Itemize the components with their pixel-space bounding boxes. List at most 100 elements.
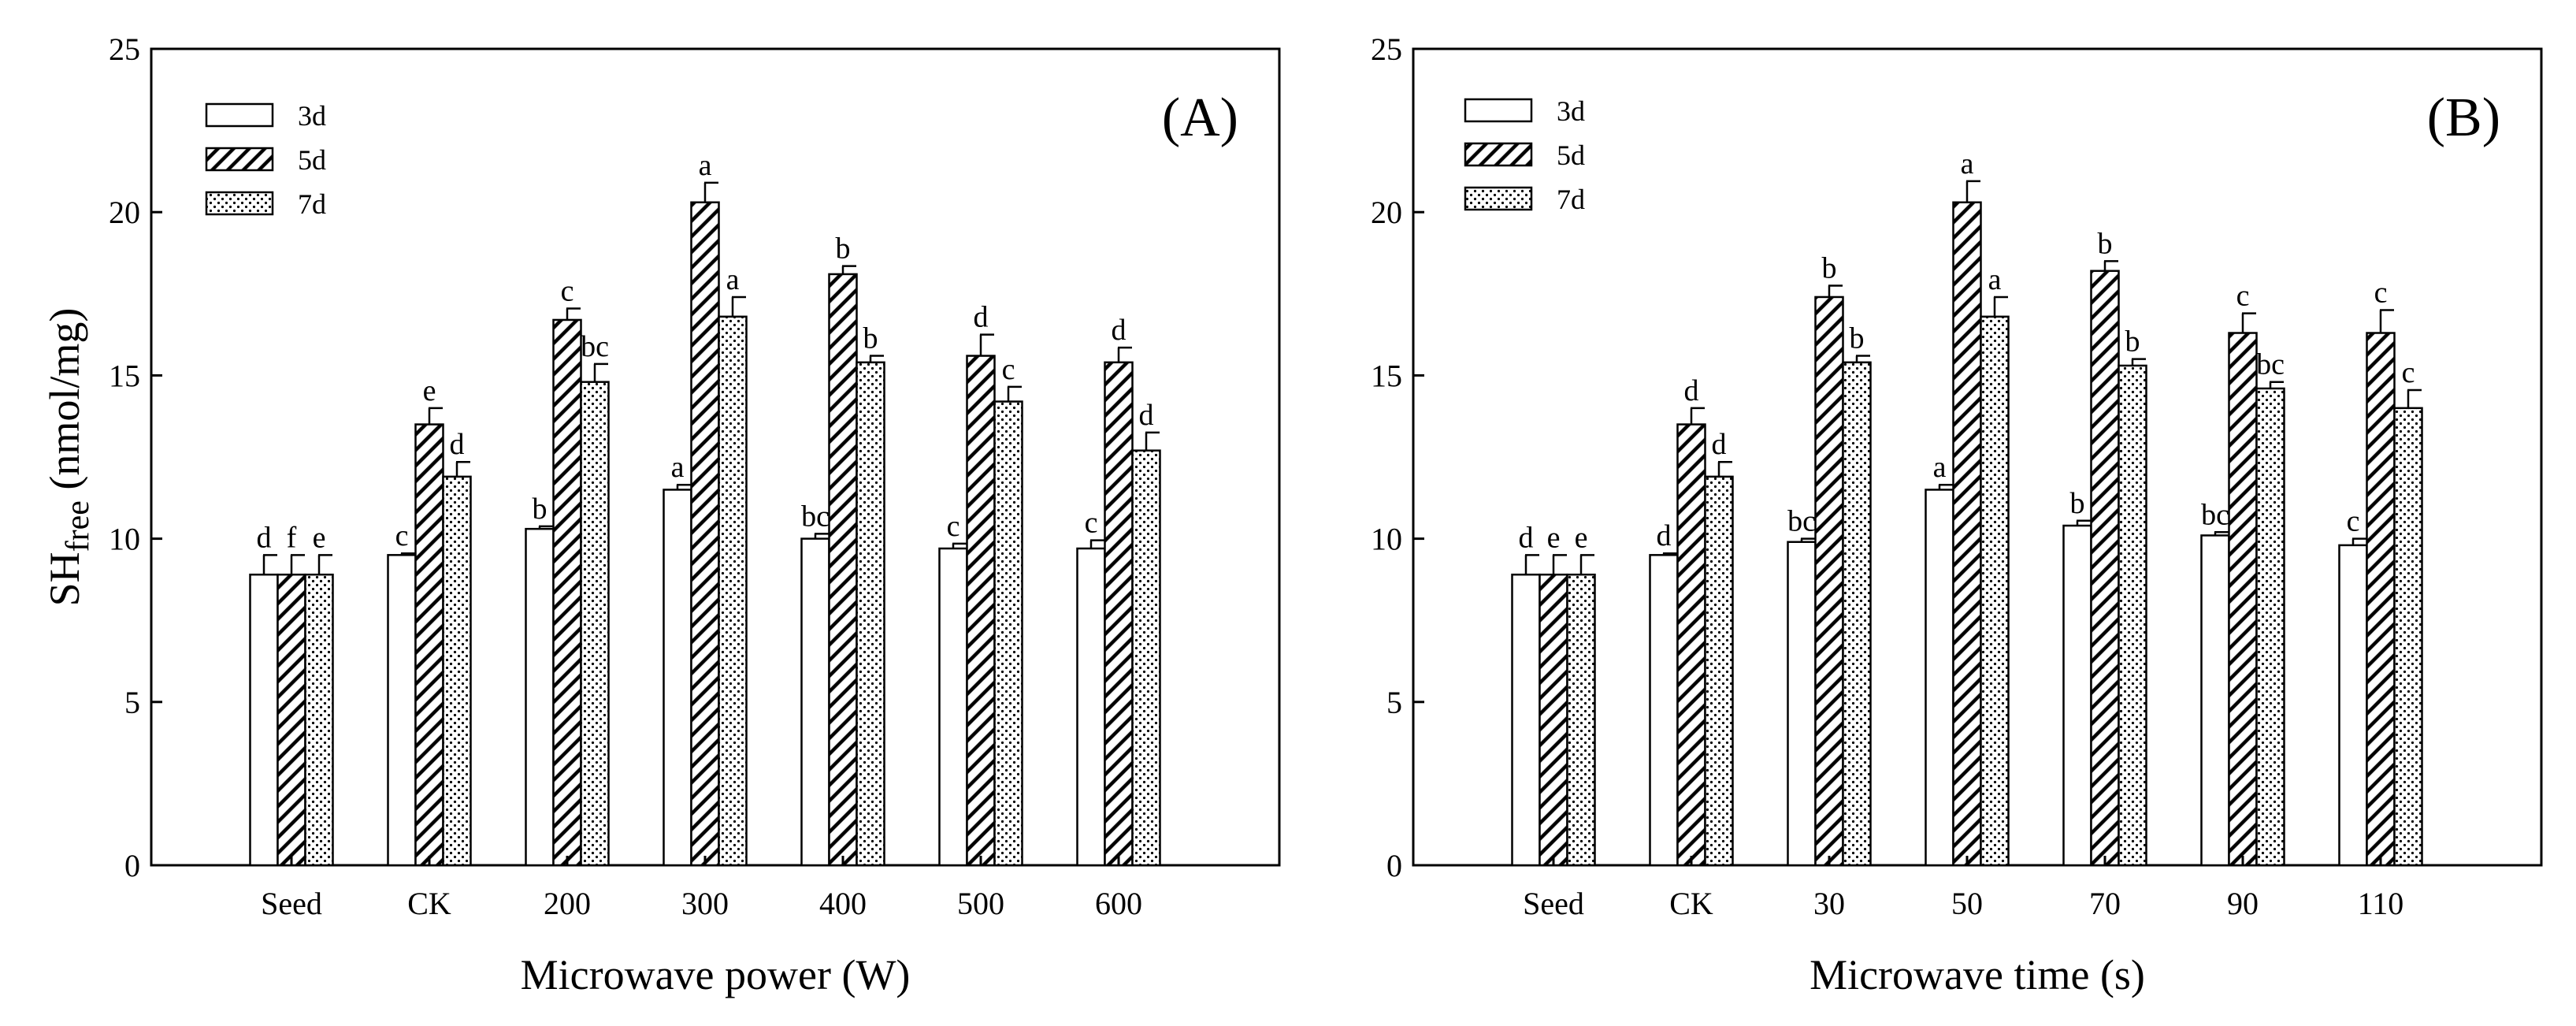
bar [525,527,555,867]
legend-label: 7d [1557,184,1585,215]
x-tick-label: 30 [1813,886,1845,921]
bar [1566,573,1596,867]
legend-label: 7d [298,188,326,220]
bar [277,573,306,867]
x-tick-label: CK [407,886,451,921]
legend-swatch [205,147,274,172]
bar [966,355,996,867]
x-tick-label: Seed [1523,886,1584,921]
bar [690,201,720,867]
x-tick-label: 600 [1095,886,1142,921]
y-axis: 0 5 10 15 20 25 [1371,32,1424,883]
significance-letter: b [836,232,851,266]
bar [387,554,417,867]
bar [2255,387,2285,867]
y-tick-label: 20 [109,195,140,230]
bar [663,489,692,867]
bar [552,318,582,867]
significance-letter: c [2374,277,2388,310]
significance-letter: d [1684,374,1699,407]
bar [2062,524,2092,867]
significance-letter: c [561,274,574,307]
significance-letter: bc [801,500,830,533]
legend-label: 3d [1557,95,1585,127]
x-tick-label: 50 [1951,886,1983,921]
bar [1539,573,1568,867]
significance-letter: d [1139,399,1154,432]
panel-label: (A) [1162,87,1238,148]
significance-letter: b [2125,325,2140,359]
significance-letter: a [699,149,712,182]
significance-letter: a [1988,263,2002,296]
x-tick-label: 90 [2227,886,2259,921]
significance-letter: c [2347,505,2360,538]
bar [1511,573,1541,867]
x-axis-label: Microwave time (s) [1810,951,2145,998]
legend-swatch [1464,98,1533,123]
bar [1676,423,1706,867]
bar [414,423,444,867]
legend: 3d 5d 7d [205,100,326,220]
panel-label: (B) [2427,87,2500,148]
significance-letter: b [2070,487,2085,520]
significance-letter: d [257,521,272,554]
x-tick-label: 70 [2089,886,2121,921]
significance-letter: a [1961,147,1974,180]
bar [304,573,334,867]
bar [1104,361,1134,867]
bar [2393,407,2423,867]
x-tick-label: 300 [681,886,729,921]
significance-letter: e [423,374,436,407]
y-tick-label: 0 [124,848,140,883]
bar [1787,541,1817,867]
significance-letter: a [671,451,685,484]
significance-letter: b [863,322,878,355]
y-axis-label-unit: (nmol/mg) [41,308,88,500]
bar [1814,296,1844,867]
bar [1980,315,2010,867]
y-tick-label: 0 [1386,848,1402,883]
legend-swatch [205,102,274,128]
bar [1925,489,1954,867]
y-tick-label: 10 [1371,522,1402,557]
x-tick-label: 400 [819,886,867,921]
x-tick-label: Seed [261,886,322,921]
bar [2338,544,2368,867]
significance-letter: e [1575,521,1588,554]
bar [1131,449,1161,867]
x-tick-label: 500 [957,886,1004,921]
legend-label: 5d [298,144,326,176]
significance-letter: e [1547,521,1561,554]
bar [938,547,968,867]
significance-letter: c [1002,353,1015,386]
y-tick-label: 10 [109,522,140,557]
bar [1952,201,1982,867]
significance-letter: bc [581,330,609,363]
legend-swatch [1464,186,1533,211]
significance-letter: bc [2256,348,2285,381]
bar [718,315,748,867]
significance-letter: b [2098,227,2113,260]
y-tick-label: 25 [1371,32,1402,67]
significance-letter: b [533,493,547,526]
x-axis: Seed CK 30 50 70 90 110 [1523,856,2403,921]
y-tick-label: 25 [109,32,140,67]
significance-letter: d [450,428,465,461]
significance-letter: c [1085,507,1098,540]
significance-letter: c [2402,356,2415,389]
significance-letter: d [974,301,989,334]
x-axis: Seed CK 200 300 400 500 600 [261,856,1142,921]
significance-letter: d [1657,519,1672,552]
legend-swatch [1464,142,1533,167]
significance-letter: b [1850,322,1865,355]
significance-letter: c [2236,280,2250,313]
significance-letter: a [1933,451,1947,484]
significance-letter: c [947,510,960,543]
bar [2200,534,2230,867]
legend: 3d 5d 7d [1464,95,1585,215]
y-tick-label: 5 [124,685,140,720]
